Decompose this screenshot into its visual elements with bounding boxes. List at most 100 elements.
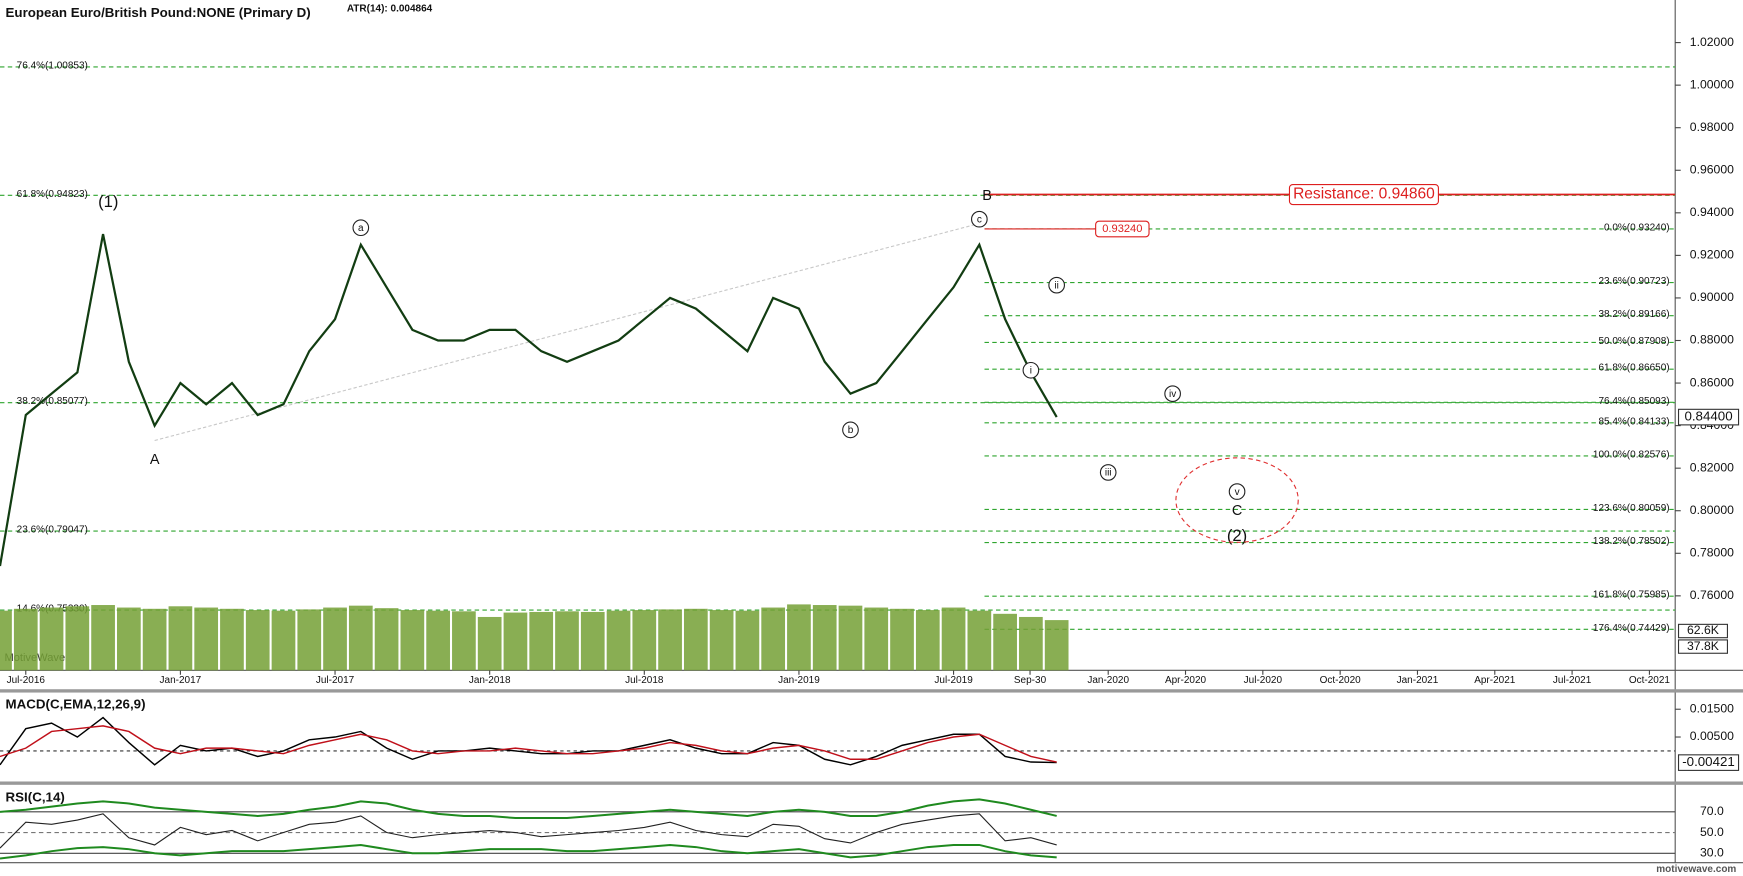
fib-level-label: 50.0%(0.87908) (1598, 336, 1669, 347)
wave-label: ii (1054, 280, 1058, 291)
volume-bar (864, 607, 889, 671)
x-tick-label: Jan-2017 (160, 675, 202, 686)
y-tick-label: 1.00000 (1690, 77, 1734, 91)
wave-circle (971, 210, 988, 228)
volume-bar (915, 610, 940, 671)
volume-bar (168, 606, 193, 671)
volume-bar (65, 606, 90, 671)
x-tick-label: Jan-2021 (1397, 675, 1439, 686)
wave-circle (1164, 385, 1181, 403)
fib-level-label: 23.6%(0.90723) (1598, 276, 1669, 287)
y-tick-label: 50.0 (1700, 825, 1724, 839)
y-tick-label: 0.96000 (1690, 162, 1734, 176)
volume-bar (13, 608, 38, 671)
volume-box (1677, 623, 1728, 639)
volume-bar (194, 607, 219, 671)
resistance-label: Resistance: 0.94860 (1293, 186, 1435, 203)
volume-bar (142, 608, 167, 671)
target-zone (1175, 457, 1299, 543)
macd-title: MACD(C,EMA,12,26,9) (6, 696, 146, 711)
value-box-label: -0.00421 (1682, 754, 1735, 769)
volume-bar (632, 610, 657, 671)
rsi-line (0, 843, 1057, 860)
volume-bar (580, 611, 605, 671)
x-tick-label: Apr-2020 (1165, 675, 1207, 686)
volume-bar (117, 607, 141, 671)
chart-title: European Euro/British Pound:NONE (Primar… (6, 5, 311, 20)
fib-level-label: 0.0%(0.93240) (1604, 223, 1670, 234)
volume-bar (245, 610, 270, 671)
target-box (1095, 220, 1150, 238)
macd-line (0, 716, 1057, 766)
wave-label: A (150, 452, 160, 468)
wave-label: (1) (98, 192, 118, 211)
volume-bar (709, 610, 734, 671)
resistance-box (1288, 183, 1439, 206)
volume-bar (452, 611, 476, 671)
wave-label: v (1235, 487, 1240, 498)
volume-bar (683, 608, 708, 671)
x-tick-label: Apr-2021 (1474, 675, 1516, 686)
macd-line (0, 725, 1057, 763)
volume-bar (0, 610, 12, 671)
fib-level-label: 100.0%(0.82576) (1593, 449, 1670, 460)
wave-label: C (1232, 503, 1242, 519)
fib-level-label: 176.4%(0.74429) (1593, 623, 1670, 634)
volume-bar (426, 610, 450, 671)
value-box (1677, 408, 1740, 426)
y-tick-label: 1.02000 (1690, 35, 1734, 49)
wave-label: a (358, 223, 364, 234)
fib-level-label: 123.6%(0.80059) (1593, 503, 1670, 514)
volume-bar (220, 608, 244, 671)
x-tick-label: Jul-2016 (7, 675, 46, 686)
y-tick-label: 0.98000 (1690, 120, 1734, 134)
wave-label: i (1030, 365, 1032, 376)
volume-bar (91, 605, 115, 671)
volume-bar (812, 605, 837, 671)
wave-circle (1048, 276, 1065, 294)
fib-level-label: 38.2%(0.89166) (1598, 309, 1669, 320)
wave-circle (1022, 361, 1040, 379)
x-tick-label: Jul-2020 (1244, 675, 1283, 686)
rsi-line (0, 813, 1057, 849)
x-tick-label: Jul-2018 (625, 675, 664, 686)
x-tick-label: Jul-2017 (316, 675, 355, 686)
volume-bar (1019, 616, 1043, 671)
wave-label: (2) (1227, 526, 1247, 545)
volume-bar (529, 611, 554, 671)
y-tick-label: 0.76000 (1690, 588, 1734, 602)
atr-label: ATR(14): 0.004864 (347, 4, 433, 15)
price-line (0, 233, 1058, 567)
y-tick-label: 0.00500 (1690, 729, 1734, 743)
volume-bar (39, 607, 64, 671)
y-tick-label: 0.86000 (1690, 375, 1734, 389)
x-tick-label: Jan-2019 (778, 675, 820, 686)
fib-level-label: 61.8%(0.86650) (1598, 363, 1669, 374)
wave-label: iii (1105, 468, 1112, 479)
volume-bar (477, 616, 502, 671)
volume-bar (761, 607, 786, 671)
x-tick-label: Jul-2019 (934, 675, 973, 686)
y-tick-label: 0.01500 (1690, 701, 1734, 715)
fib-level-label: 38.2%(0.85077) (17, 396, 88, 407)
volume-bar (503, 612, 528, 671)
volume-bar (271, 610, 296, 671)
fib-level-label: 61.8%(0.94823) (17, 189, 88, 200)
y-tick-label: 0.94000 (1690, 205, 1734, 219)
volume-bar (967, 610, 992, 671)
volume-bar (348, 605, 373, 671)
volume-label: 62.6K (1687, 623, 1720, 637)
y-tick-label: 0.90000 (1690, 290, 1734, 304)
wave-label: iv (1169, 389, 1176, 400)
volume-bar (1044, 620, 1069, 671)
y-tick-label: 0.80000 (1690, 503, 1734, 517)
fib-level-label: 76.4%(0.85093) (1598, 396, 1669, 407)
rsi-title: RSI(C,14) (6, 790, 65, 805)
volume-bar (890, 608, 914, 671)
fib-level-label: 138.2%(0.78502) (1593, 536, 1670, 547)
x-tick-label: Jan-2020 (1087, 675, 1129, 686)
volume-bar (941, 607, 966, 671)
volume-bar (374, 608, 399, 671)
